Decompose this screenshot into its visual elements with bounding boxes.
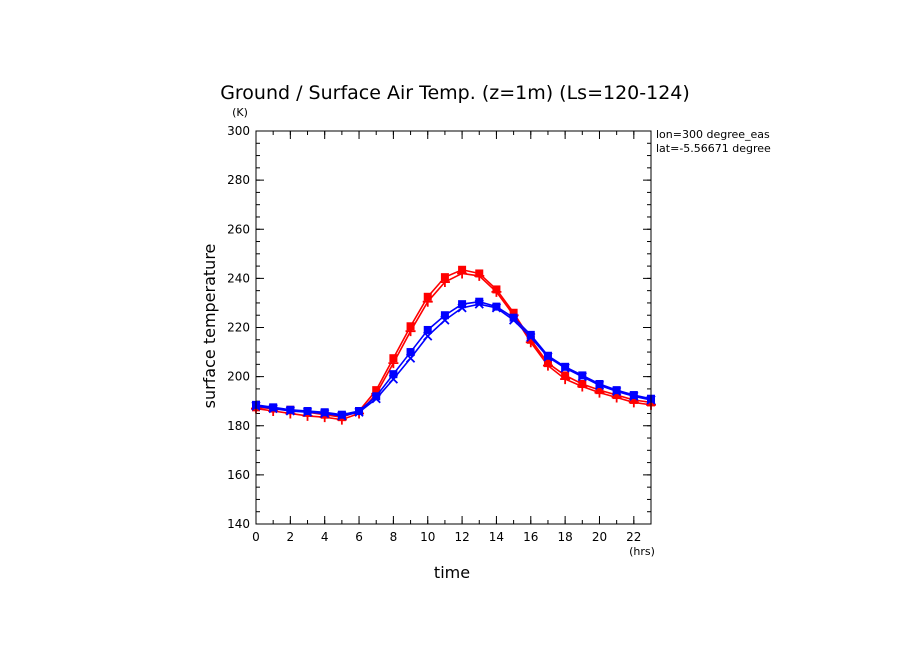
data-point (612, 386, 622, 396)
data-point (423, 325, 432, 334)
x-tick-label: 14 (489, 530, 504, 544)
data-point (405, 326, 416, 337)
y-tick-label: 300 (227, 124, 250, 138)
data-point (439, 277, 450, 288)
y-tick-label: 260 (227, 222, 250, 236)
data-point (285, 406, 295, 416)
y-tick-label: 180 (227, 419, 250, 433)
data-point (320, 408, 330, 419)
series-3 (251, 299, 656, 421)
series-line (255, 300, 652, 416)
data-point (629, 391, 639, 401)
y-tick-label: 220 (227, 321, 250, 335)
x-axis-label: time (434, 563, 470, 582)
data-point (422, 296, 433, 307)
data-point (388, 374, 399, 384)
data-point (509, 313, 518, 322)
series-line (255, 268, 652, 418)
x-tick-label: 6 (355, 530, 363, 544)
x-tick-label: 8 (390, 530, 398, 544)
series-line (255, 303, 652, 417)
data-point (474, 299, 484, 309)
data-point (406, 348, 415, 357)
data-point (458, 300, 467, 309)
data-point (475, 297, 484, 306)
data-point (371, 394, 381, 404)
series-line (255, 272, 652, 421)
y-tick-label: 200 (227, 370, 250, 384)
data-point (474, 270, 485, 281)
y-tick-label: 280 (227, 173, 250, 187)
plot-frame (255, 130, 652, 525)
data-point (491, 303, 502, 313)
y-tick-label: 240 (227, 271, 250, 285)
data-point (508, 315, 519, 325)
data-point (542, 360, 553, 371)
data-point (354, 407, 364, 417)
x-unit-label: (hrs) (629, 545, 655, 558)
data-point (423, 331, 433, 341)
x-tick-label: 20 (592, 530, 607, 544)
series-layer (251, 265, 656, 425)
data-point (491, 286, 502, 297)
data-point (405, 353, 416, 363)
data-point (268, 403, 278, 414)
x-tick-label: 18 (557, 530, 572, 544)
data-point (457, 303, 467, 313)
axis-ticks: 0 2 4 6 8 10 12 14 16 18 20 22 140 160 180 200 220 240 260… (227, 124, 652, 544)
data-point (302, 407, 313, 417)
data-point (526, 332, 536, 342)
x-tick-label: 0 (252, 530, 260, 544)
data-point (577, 371, 587, 382)
data-point (526, 330, 535, 339)
y-axis-label: surface temperature (200, 244, 219, 409)
data-point (611, 392, 622, 403)
annotation-lon: lon=300 degree_eas (656, 128, 770, 141)
data-point (388, 358, 399, 369)
x-tick-label: 2 (287, 530, 295, 544)
data-point (389, 370, 398, 379)
data-point (337, 411, 347, 421)
annotation-lat: lat=-5.56671 degree (656, 142, 771, 155)
data-point (628, 397, 639, 408)
data-point (543, 352, 553, 362)
data-point (594, 387, 605, 398)
data-point (560, 363, 570, 373)
data-point (594, 380, 605, 390)
chart-title: Ground / Surface Air Temp. (z=1m) (Ls=12… (220, 82, 690, 104)
data-point (457, 268, 468, 279)
y-tick-label: 160 (227, 468, 250, 482)
data-point (560, 374, 571, 385)
series-0 (252, 265, 655, 422)
y-unit-label: (K) (232, 106, 248, 119)
data-point (372, 392, 381, 401)
data-point (440, 315, 450, 325)
x-tick-label: 10 (420, 530, 435, 544)
x-tick-label: 16 (523, 530, 538, 544)
x-tick-label: 22 (626, 530, 641, 544)
data-point (440, 311, 449, 320)
data-point (577, 381, 588, 392)
x-tick-label: 4 (321, 530, 329, 544)
x-tick-label: 12 (454, 530, 469, 544)
y-tick-label: 140 (227, 517, 250, 531)
series-2 (252, 297, 655, 419)
series-1 (251, 268, 656, 425)
